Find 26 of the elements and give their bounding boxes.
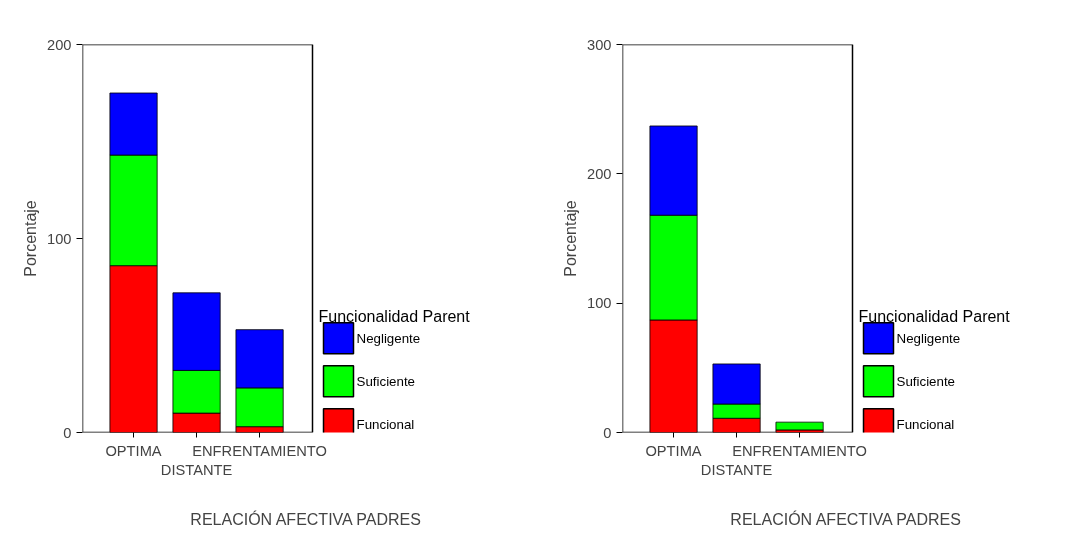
- y-tick-label: 200: [47, 36, 72, 53]
- legend-label: Negligente: [896, 330, 961, 346]
- x-tick-label: DISTANTE: [160, 461, 233, 478]
- y-tick-label: 200: [587, 165, 612, 182]
- x-tick-label: OPTIMA: [645, 442, 702, 459]
- legend-label: Funcional: [896, 416, 955, 432]
- y-tick-label: 0: [603, 424, 612, 441]
- legend-title: Funcionalidad Parent: [858, 307, 1011, 325]
- y-axis-title: Porcentaje: [22, 200, 40, 277]
- x-axis-title: RELACIÓN AFECTIVA PADRES: [730, 509, 961, 528]
- legend-label: Funcional: [356, 416, 415, 432]
- legend-title: Funcionalidad Parent: [318, 307, 471, 325]
- x-axis-title: RELACIÓN AFECTIVA PADRES: [190, 509, 421, 528]
- x-tick-label: OPTIMA: [105, 442, 162, 459]
- y-tick-label: 0: [63, 424, 72, 441]
- legend-label: Suficiente: [896, 373, 956, 389]
- bar: [775, 421, 824, 431]
- y-tick-label: 100: [587, 295, 612, 312]
- y-tick-label: 300: [587, 36, 612, 53]
- y-axis-title: Porcentaje: [562, 200, 580, 277]
- x-tick-label: ENFRENTAMIENTO: [192, 442, 327, 459]
- legend-label: Negligente: [356, 330, 421, 346]
- y-tick-label: 100: [47, 230, 72, 247]
- x-tick-label: DISTANTE: [700, 461, 773, 478]
- legend-label: Suficiente: [356, 373, 416, 389]
- x-tick-label: ENFRENTAMIENTO: [732, 442, 867, 459]
